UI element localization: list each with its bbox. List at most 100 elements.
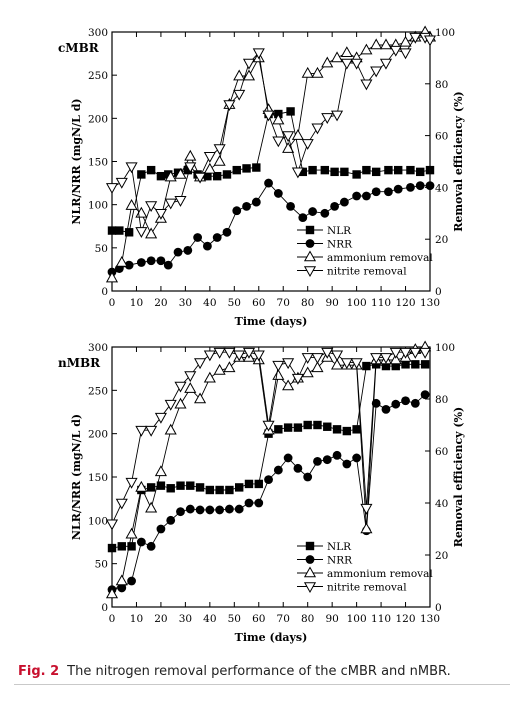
data-point xyxy=(213,347,226,359)
legend-label: NRR xyxy=(327,555,353,567)
chart-panel-cmbr: 0 10 20 30 40 50 60 70 80 90 100 110 120 130050100150… xyxy=(58,25,465,328)
x-tick-label: 60 xyxy=(252,613,265,625)
data-point xyxy=(384,165,393,175)
data-point xyxy=(164,198,177,210)
data-point xyxy=(195,483,205,492)
data-point xyxy=(332,450,342,460)
data-point xyxy=(381,405,391,414)
x-tick-label: 90 xyxy=(325,613,338,625)
legend-label: ammonium removal xyxy=(327,252,433,264)
data-point xyxy=(342,459,352,469)
x-tick-label: 130 xyxy=(420,297,440,309)
data-point xyxy=(409,32,422,44)
data-point xyxy=(352,170,361,179)
figure-caption: Fig. 2 The nitrogen removal performance o… xyxy=(18,664,518,679)
x-tick-label: 110 xyxy=(371,297,391,309)
data-point xyxy=(185,504,195,514)
x-tick-label: 30 xyxy=(179,613,192,625)
data-point xyxy=(321,113,334,124)
data-point xyxy=(330,358,344,370)
data-point xyxy=(252,350,265,362)
x-tick-label: 50 xyxy=(228,613,241,625)
data-point xyxy=(154,209,167,220)
data-point xyxy=(136,258,146,267)
y-right-tick-label: 100 xyxy=(435,27,455,39)
data-point xyxy=(420,390,430,400)
y-right-tick-label: 60 xyxy=(435,446,448,458)
x-tick-label: 30 xyxy=(179,297,192,309)
data-point xyxy=(186,481,195,490)
y-right-tick-label: 20 xyxy=(435,550,448,562)
data-point xyxy=(184,371,197,383)
data-point xyxy=(105,587,119,599)
data-point xyxy=(115,226,124,235)
data-point xyxy=(242,347,256,359)
data-point xyxy=(105,519,119,531)
data-point xyxy=(272,360,285,372)
data-point xyxy=(391,361,400,371)
caption-text: The nitrogen removal performance of the … xyxy=(67,664,451,679)
series-ammonium-removal xyxy=(105,340,432,599)
data-point xyxy=(205,505,215,515)
legend-marker xyxy=(305,541,315,551)
data-point xyxy=(362,165,371,175)
data-point xyxy=(254,479,263,489)
y-left-tick-label: 250 xyxy=(88,385,108,397)
data-point xyxy=(115,255,128,267)
data-point xyxy=(389,347,402,359)
data-point xyxy=(399,35,412,47)
data-point xyxy=(164,399,177,411)
data-point xyxy=(183,165,193,175)
data-point xyxy=(212,171,222,181)
series-line xyxy=(111,351,426,524)
data-point xyxy=(320,208,330,218)
data-point xyxy=(115,498,128,510)
data-point xyxy=(205,485,215,495)
x-tick-label: 40 xyxy=(203,297,216,309)
data-point xyxy=(311,66,324,78)
data-point xyxy=(213,144,226,156)
data-point xyxy=(272,113,285,125)
legend-marker xyxy=(303,250,317,262)
data-point xyxy=(301,66,314,78)
data-point xyxy=(125,199,138,210)
data-point xyxy=(223,100,236,112)
data-point xyxy=(381,361,391,371)
data-point xyxy=(370,38,383,50)
data-point xyxy=(286,201,295,211)
x-tick-label: 40 xyxy=(203,613,216,625)
data-point xyxy=(321,347,334,359)
data-point xyxy=(313,420,322,430)
data-point xyxy=(174,397,187,409)
data-point xyxy=(330,350,344,362)
data-point xyxy=(235,483,244,492)
legend-label: NLR xyxy=(327,225,352,237)
data-point xyxy=(145,227,158,239)
x-tick-label: 80 xyxy=(301,613,314,625)
panel-label: cMBR xyxy=(58,41,100,55)
y-right-tick-label: 100 xyxy=(435,342,455,354)
series-nitrite-removal xyxy=(105,32,437,238)
panel-label: nMBR xyxy=(58,356,101,370)
data-point xyxy=(340,46,353,58)
legend-label: ammonium removal xyxy=(327,568,433,580)
data-point xyxy=(384,187,393,197)
data-point xyxy=(322,455,332,465)
data-point xyxy=(399,48,412,60)
data-point xyxy=(125,477,138,489)
legend-marker xyxy=(303,582,317,594)
series-nlr xyxy=(107,107,435,237)
y-right-axis-title: Removal efficiency (%) xyxy=(452,407,465,548)
data-point xyxy=(282,379,295,391)
x-tick-label: 20 xyxy=(154,613,167,625)
data-point xyxy=(340,167,349,177)
data-point xyxy=(273,189,283,198)
x-axis-title: Time (days) xyxy=(235,631,308,644)
data-point xyxy=(156,481,166,490)
legend-label: nitrite removal xyxy=(327,582,407,594)
series-ammonium-removal xyxy=(105,25,437,283)
data-point xyxy=(212,233,222,242)
data-point xyxy=(339,197,349,207)
data-point xyxy=(164,423,177,435)
